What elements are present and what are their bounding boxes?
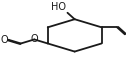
Text: O: O	[0, 35, 8, 45]
Text: HO: HO	[51, 2, 66, 12]
Text: O: O	[30, 34, 38, 44]
